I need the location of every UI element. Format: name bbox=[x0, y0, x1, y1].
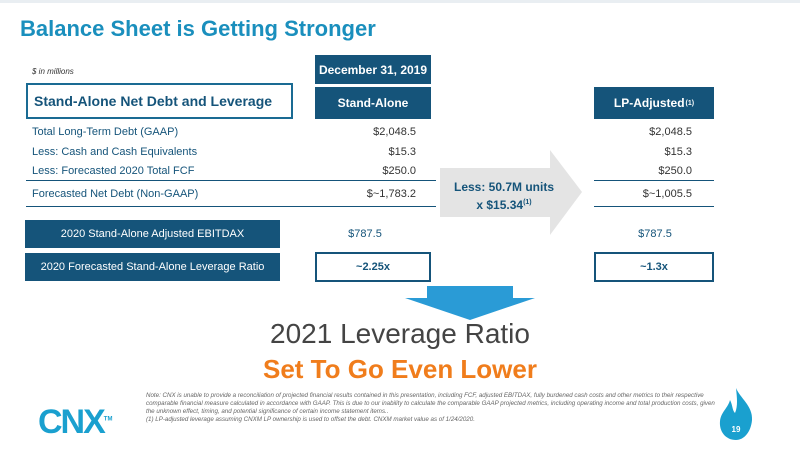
footnotes: Note: CNX is unable to provide a reconci… bbox=[146, 392, 716, 424]
row-label-total-debt: Total Long-Term Debt (GAAP) bbox=[32, 126, 179, 138]
footnote-1: (1) LP-adjusted leverage assuming CNXM L… bbox=[146, 416, 475, 423]
down-arrow-icon bbox=[405, 286, 535, 320]
cnx-logo-text: CNX bbox=[38, 403, 106, 441]
arrow-callout-line1: Less: 50.7M units bbox=[453, 180, 555, 194]
units-note: $ in millions bbox=[32, 67, 74, 76]
ebitdax-label: 2020 Stand-Alone Adjusted EBITDAX bbox=[25, 220, 280, 248]
arrow-callout-footnote: (1) bbox=[523, 199, 532, 206]
column-header-stand-alone-label: Stand-Alone bbox=[337, 96, 409, 110]
row-value-total-debt-stand-alone: $2,048.5 bbox=[373, 126, 416, 138]
headline-line2: Set To Go Even Lower bbox=[262, 354, 537, 384]
leverage-label: 2020 Forecasted Stand-Alone Leverage Rat… bbox=[25, 253, 280, 281]
column-header-lp-adjusted: LP-Adjusted (1) bbox=[594, 87, 714, 119]
headline-line1: 2021 Leverage Ratio bbox=[270, 318, 530, 349]
row-value-net-debt-stand-alone: $~1,783.2 bbox=[366, 188, 416, 200]
flame-icon bbox=[719, 388, 753, 440]
row-value-fcf-stand-alone: $250.0 bbox=[382, 165, 416, 177]
period-header: December 31, 2019 bbox=[315, 55, 431, 84]
subtotal-rule-right bbox=[594, 180, 714, 181]
row-label-cash: Less: Cash and Cash Equivalents bbox=[32, 146, 198, 158]
cnx-logo-tm: TM bbox=[103, 416, 113, 423]
cnx-logo: CNXTM bbox=[38, 403, 112, 442]
net-debt-rule-left bbox=[26, 206, 436, 207]
lp-footnote-marker: (1) bbox=[685, 99, 695, 107]
column-header-stand-alone: Stand-Alone bbox=[315, 87, 431, 119]
row-value-cash-stand-alone: $15.3 bbox=[388, 146, 416, 158]
row-value-cash-lp: $15.3 bbox=[664, 146, 692, 158]
top-rule bbox=[0, 0, 800, 3]
row-value-fcf-lp: $250.0 bbox=[658, 165, 692, 177]
net-debt-rule-right bbox=[594, 206, 714, 207]
ebitdax-value-stand-alone: $787.5 bbox=[348, 228, 382, 240]
subtotal-rule-left bbox=[26, 180, 436, 181]
row-label-fcf: Less: Forecasted 2020 Total FCF bbox=[32, 165, 195, 177]
row-value-total-debt-lp: $2,048.5 bbox=[649, 126, 692, 138]
leverage-value-stand-alone: ~2.25x bbox=[315, 252, 431, 282]
arrow-callout-line2: x $15.34 bbox=[476, 198, 524, 212]
page-number: 19 bbox=[731, 425, 741, 434]
units-offset-arrow bbox=[440, 150, 582, 235]
section-title: Stand-Alone Net Debt and Leverage bbox=[26, 83, 293, 119]
slide-title: Balance Sheet is Getting Stronger bbox=[20, 16, 376, 41]
row-value-net-debt-lp: $~1,005.5 bbox=[642, 188, 692, 200]
footnote-note: Note: CNX is unable to provide a reconci… bbox=[146, 392, 715, 415]
column-header-lp-adjusted-label: LP-Adjusted bbox=[613, 96, 685, 110]
arrow-callout-line2-wrap: x $15.34(1) bbox=[448, 195, 560, 213]
ebitdax-value-lp: $787.5 bbox=[638, 228, 672, 240]
leverage-value-lp: ~1.3x bbox=[594, 252, 714, 282]
row-label-net-debt: Forecasted Net Debt (Non-GAAP) bbox=[32, 188, 199, 200]
arrow-callout-text: Less: 50.7M units x $15.34(1) bbox=[448, 180, 560, 213]
